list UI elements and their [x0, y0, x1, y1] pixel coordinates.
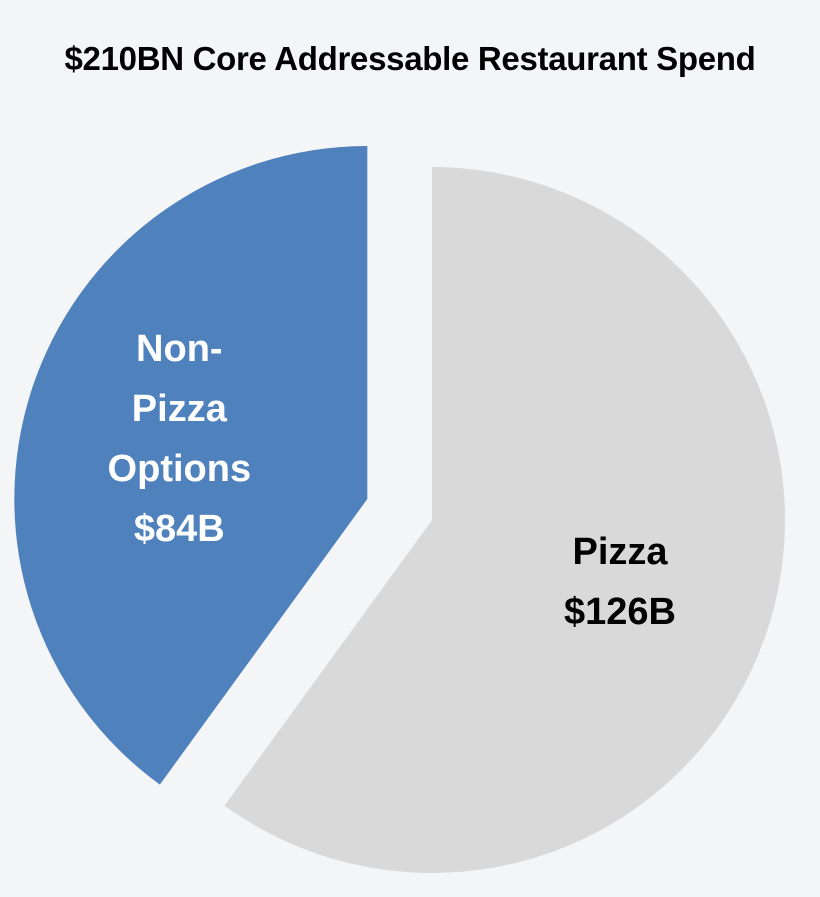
pie-slice-pizza [224, 167, 785, 873]
pie-slice-label-line: Options [108, 448, 252, 490]
pie-slice-label: Non- Pizza Options $84B [108, 328, 252, 550]
pie-slice-label-line: $84B [134, 508, 225, 550]
pie-slice-label: Pizza $126B [564, 531, 676, 633]
pie-slice-label-line: Pizza [132, 388, 228, 430]
pie-slice-label-line: Pizza [572, 531, 668, 573]
chart-title: $210BN Core Addressable Restaurant Spend [64, 40, 756, 77]
pie-slice-non-pizza-options [14, 145, 368, 785]
pie-slice-label-line: Non- [136, 328, 223, 370]
pie-slice-label-line: $126B [564, 591, 676, 633]
